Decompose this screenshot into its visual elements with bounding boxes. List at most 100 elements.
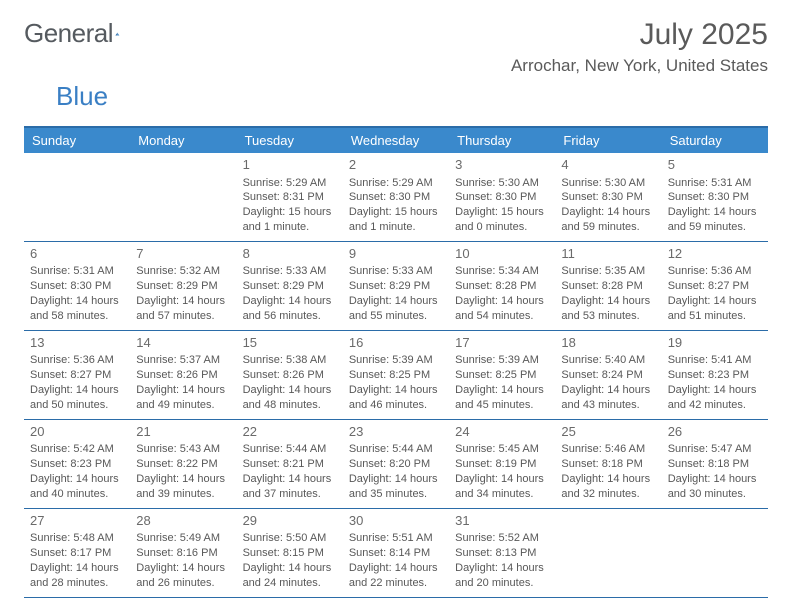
brand-word-2: Blue	[56, 81, 108, 111]
daylight-line: Daylight: 14 hours and 22 minutes.	[349, 561, 443, 591]
day-number: 29	[243, 512, 337, 530]
sunset-line: Sunset: 8:29 PM	[136, 279, 230, 294]
sunset-line: Sunset: 8:27 PM	[30, 368, 124, 383]
sunrise-line: Sunrise: 5:33 AM	[349, 264, 443, 279]
day-number: 14	[136, 334, 230, 352]
sunrise-line: Sunrise: 5:39 AM	[349, 353, 443, 368]
sunrise-line: Sunrise: 5:43 AM	[136, 442, 230, 457]
day-number: 5	[668, 156, 762, 174]
day-cell: 14Sunrise: 5:37 AMSunset: 8:26 PMDayligh…	[130, 331, 236, 419]
sunset-line: Sunset: 8:26 PM	[243, 368, 337, 383]
day-number: 3	[455, 156, 549, 174]
sunset-line: Sunset: 8:30 PM	[668, 190, 762, 205]
sunset-line: Sunset: 8:25 PM	[455, 368, 549, 383]
sunrise-line: Sunrise: 5:44 AM	[349, 442, 443, 457]
sunset-line: Sunset: 8:22 PM	[136, 457, 230, 472]
day-number: 27	[30, 512, 124, 530]
daylight-line: Daylight: 14 hours and 49 minutes.	[136, 383, 230, 413]
day-cell: 16Sunrise: 5:39 AMSunset: 8:25 PMDayligh…	[343, 331, 449, 419]
sunset-line: Sunset: 8:28 PM	[455, 279, 549, 294]
day-number: 31	[455, 512, 549, 530]
day-cell: 12Sunrise: 5:36 AMSunset: 8:27 PMDayligh…	[662, 242, 768, 330]
daylight-line: Daylight: 14 hours and 20 minutes.	[455, 561, 549, 591]
day-number: 13	[30, 334, 124, 352]
daylight-line: Daylight: 14 hours and 50 minutes.	[30, 383, 124, 413]
sunrise-line: Sunrise: 5:29 AM	[243, 176, 337, 191]
day-number: 9	[349, 245, 443, 263]
day-cell: 21Sunrise: 5:43 AMSunset: 8:22 PMDayligh…	[130, 420, 236, 508]
sunset-line: Sunset: 8:16 PM	[136, 546, 230, 561]
daylight-line: Daylight: 14 hours and 35 minutes.	[349, 472, 443, 502]
sunset-line: Sunset: 8:31 PM	[243, 190, 337, 205]
sunset-line: Sunset: 8:15 PM	[243, 546, 337, 561]
day-cell: 13Sunrise: 5:36 AMSunset: 8:27 PMDayligh…	[24, 331, 130, 419]
daylight-line: Daylight: 15 hours and 0 minutes.	[455, 205, 549, 235]
sunset-line: Sunset: 8:29 PM	[243, 279, 337, 294]
week-row: 1Sunrise: 5:29 AMSunset: 8:31 PMDaylight…	[24, 153, 768, 242]
day-number: 28	[136, 512, 230, 530]
day-number: 26	[668, 423, 762, 441]
day-header-row: SundayMondayTuesdayWednesdayThursdayFrid…	[24, 128, 768, 153]
sunrise-line: Sunrise: 5:48 AM	[30, 531, 124, 546]
sunset-line: Sunset: 8:23 PM	[30, 457, 124, 472]
sunset-line: Sunset: 8:30 PM	[455, 190, 549, 205]
day-cell: 11Sunrise: 5:35 AMSunset: 8:28 PMDayligh…	[555, 242, 661, 330]
sunrise-line: Sunrise: 5:39 AM	[455, 353, 549, 368]
week-row: 27Sunrise: 5:48 AMSunset: 8:17 PMDayligh…	[24, 509, 768, 598]
brand-logo: General	[24, 18, 141, 49]
sunrise-line: Sunrise: 5:41 AM	[668, 353, 762, 368]
daylight-line: Daylight: 14 hours and 32 minutes.	[561, 472, 655, 502]
day-cell: 31Sunrise: 5:52 AMSunset: 8:13 PMDayligh…	[449, 509, 555, 597]
day-number: 17	[455, 334, 549, 352]
empty-cell	[130, 153, 236, 241]
daylight-line: Daylight: 14 hours and 34 minutes.	[455, 472, 549, 502]
sunrise-line: Sunrise: 5:32 AM	[136, 264, 230, 279]
daylight-line: Daylight: 14 hours and 24 minutes.	[243, 561, 337, 591]
daylight-line: Daylight: 14 hours and 30 minutes.	[668, 472, 762, 502]
daylight-line: Daylight: 14 hours and 55 minutes.	[349, 294, 443, 324]
sunrise-line: Sunrise: 5:51 AM	[349, 531, 443, 546]
day-number: 12	[668, 245, 762, 263]
sunset-line: Sunset: 8:19 PM	[455, 457, 549, 472]
daylight-line: Daylight: 14 hours and 28 minutes.	[30, 561, 124, 591]
day-cell: 7Sunrise: 5:32 AMSunset: 8:29 PMDaylight…	[130, 242, 236, 330]
day-number: 16	[349, 334, 443, 352]
sunrise-line: Sunrise: 5:36 AM	[30, 353, 124, 368]
month-title: July 2025	[511, 18, 768, 52]
sunset-line: Sunset: 8:27 PM	[668, 279, 762, 294]
week-row: 13Sunrise: 5:36 AMSunset: 8:27 PMDayligh…	[24, 331, 768, 420]
day-header: Tuesday	[237, 128, 343, 153]
day-number: 8	[243, 245, 337, 263]
day-cell: 27Sunrise: 5:48 AMSunset: 8:17 PMDayligh…	[24, 509, 130, 597]
day-number: 15	[243, 334, 337, 352]
day-cell: 15Sunrise: 5:38 AMSunset: 8:26 PMDayligh…	[237, 331, 343, 419]
day-number: 7	[136, 245, 230, 263]
day-cell: 26Sunrise: 5:47 AMSunset: 8:18 PMDayligh…	[662, 420, 768, 508]
sunset-line: Sunset: 8:28 PM	[561, 279, 655, 294]
sunrise-line: Sunrise: 5:33 AM	[243, 264, 337, 279]
day-cell: 17Sunrise: 5:39 AMSunset: 8:25 PMDayligh…	[449, 331, 555, 419]
day-cell: 10Sunrise: 5:34 AMSunset: 8:28 PMDayligh…	[449, 242, 555, 330]
day-cell: 1Sunrise: 5:29 AMSunset: 8:31 PMDaylight…	[237, 153, 343, 241]
empty-cell	[555, 509, 661, 597]
daylight-line: Daylight: 14 hours and 51 minutes.	[668, 294, 762, 324]
daylight-line: Daylight: 15 hours and 1 minute.	[243, 205, 337, 235]
daylight-line: Daylight: 14 hours and 48 minutes.	[243, 383, 337, 413]
daylight-line: Daylight: 14 hours and 43 minutes.	[561, 383, 655, 413]
daylight-line: Daylight: 14 hours and 42 minutes.	[668, 383, 762, 413]
sunrise-line: Sunrise: 5:31 AM	[668, 176, 762, 191]
day-cell: 2Sunrise: 5:29 AMSunset: 8:30 PMDaylight…	[343, 153, 449, 241]
day-cell: 8Sunrise: 5:33 AMSunset: 8:29 PMDaylight…	[237, 242, 343, 330]
day-number: 10	[455, 245, 549, 263]
empty-cell	[662, 509, 768, 597]
sunrise-line: Sunrise: 5:31 AM	[30, 264, 124, 279]
daylight-line: Daylight: 14 hours and 40 minutes.	[30, 472, 124, 502]
sunrise-line: Sunrise: 5:42 AM	[30, 442, 124, 457]
day-number: 11	[561, 245, 655, 263]
sunrise-line: Sunrise: 5:44 AM	[243, 442, 337, 457]
sunset-line: Sunset: 8:30 PM	[349, 190, 443, 205]
day-number: 24	[455, 423, 549, 441]
day-cell: 29Sunrise: 5:50 AMSunset: 8:15 PMDayligh…	[237, 509, 343, 597]
sunrise-line: Sunrise: 5:40 AM	[561, 353, 655, 368]
daylight-line: Daylight: 14 hours and 57 minutes.	[136, 294, 230, 324]
